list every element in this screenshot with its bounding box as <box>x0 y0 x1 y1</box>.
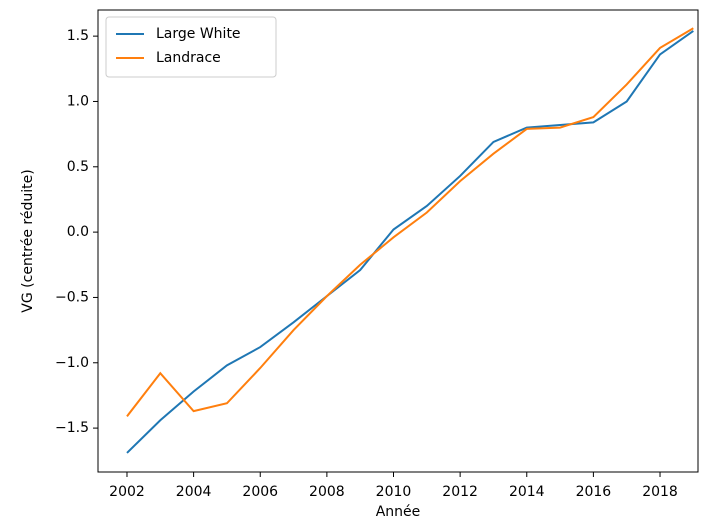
x-tick-label: 2002 <box>109 484 145 500</box>
x-tick-label: 2006 <box>242 484 278 500</box>
y-tick-label: −1.5 <box>55 420 89 436</box>
x-axis-label: Année <box>376 504 421 520</box>
x-tick-label: 2004 <box>176 484 212 500</box>
x-tick-label: 2010 <box>376 484 412 500</box>
x-tick-label: 2016 <box>576 484 612 500</box>
x-tick-label: 2012 <box>442 484 478 500</box>
x-tick-label: 2014 <box>509 484 545 500</box>
legend-label: Large White <box>156 26 241 42</box>
legend-box <box>105 16 277 78</box>
legend-label: Landrace <box>156 50 221 66</box>
y-tick-label: −1.0 <box>55 355 89 371</box>
y-tick-label: 0.5 <box>67 159 89 175</box>
y-tick-label: 1.5 <box>67 28 89 44</box>
x-tick-label: 2018 <box>642 484 678 500</box>
plot-frame <box>97 9 699 473</box>
x-tick-label: 2008 <box>309 484 345 500</box>
series-line <box>126 30 694 454</box>
y-tick-label: 1.0 <box>67 93 89 109</box>
y-tick-label: 0.0 <box>67 224 89 240</box>
y-tick-label: −0.5 <box>55 289 89 305</box>
y-axis-label: VG (centrée réduite) <box>20 169 36 312</box>
series-line <box>126 27 694 417</box>
